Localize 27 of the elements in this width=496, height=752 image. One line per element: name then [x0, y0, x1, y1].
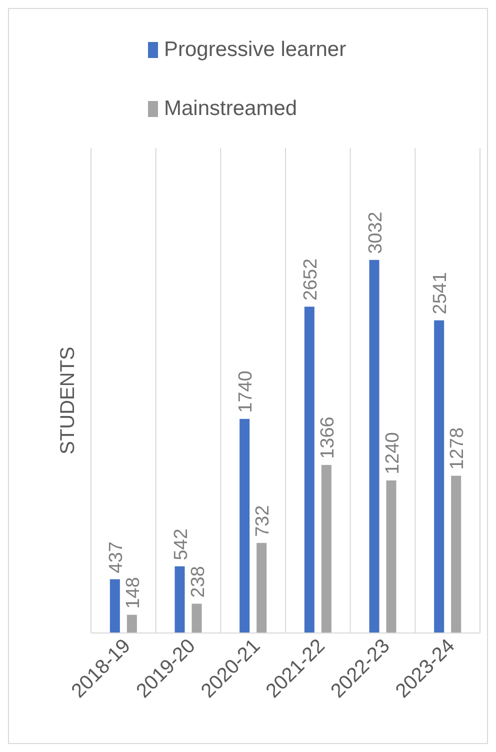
data-label: 1240: [382, 432, 404, 474]
data-label: 732: [252, 505, 274, 537]
bar: [110, 579, 120, 633]
data-label: 542: [170, 528, 192, 560]
data-label: 238: [188, 566, 209, 598]
data-label: 2541: [430, 272, 452, 314]
data-label: 1740: [236, 370, 257, 413]
bar: [192, 604, 202, 633]
bar: [386, 480, 396, 633]
bar: [174, 566, 185, 633]
data-label: 1366: [317, 416, 338, 459]
bar: [434, 320, 444, 633]
bar: [451, 476, 462, 633]
data-label: 2652: [300, 258, 322, 301]
bar: [321, 464, 332, 633]
bar: [369, 260, 380, 633]
bar: [256, 542, 267, 633]
data-label: 437: [106, 542, 127, 574]
data-label: 1278: [447, 427, 468, 470]
legend-label: Progressive learner: [164, 38, 346, 61]
bar: [126, 614, 137, 633]
bar: [304, 306, 314, 633]
data-label: 3032: [365, 212, 386, 254]
y-axis-title: STUDENTS: [57, 346, 79, 454]
bar: [240, 418, 250, 633]
data-label: 148: [122, 577, 144, 609]
legend-label: Mainstreamed: [164, 97, 298, 120]
